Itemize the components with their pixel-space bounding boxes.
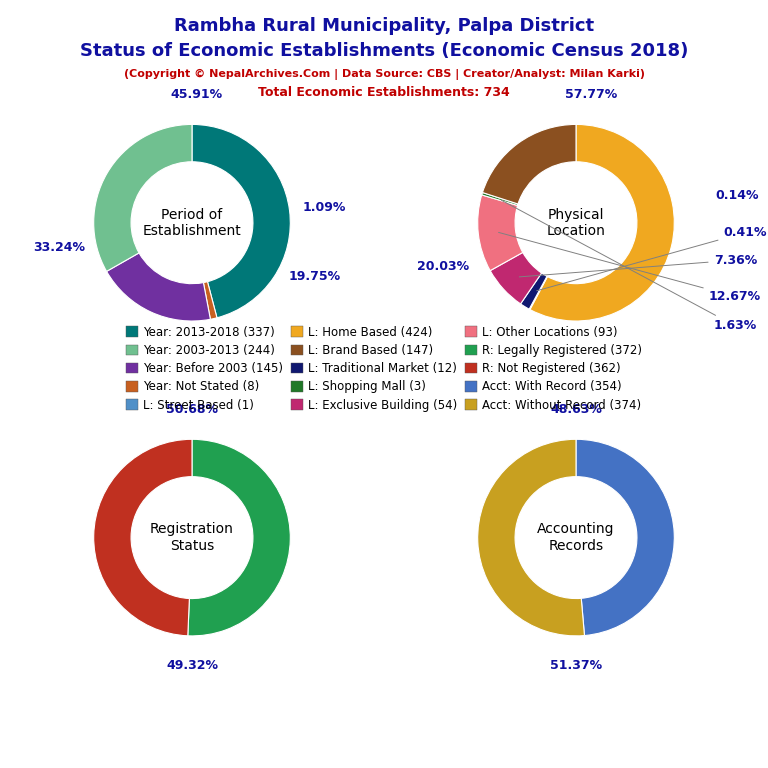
Text: 1.09%: 1.09% <box>303 201 346 214</box>
Text: 57.77%: 57.77% <box>564 88 617 101</box>
Wedge shape <box>188 439 290 636</box>
Wedge shape <box>482 193 518 206</box>
Text: 1.63%: 1.63% <box>502 200 757 333</box>
Text: 50.68%: 50.68% <box>166 403 218 416</box>
Wedge shape <box>529 276 548 310</box>
Text: 49.32%: 49.32% <box>166 659 218 672</box>
Wedge shape <box>192 124 290 318</box>
Text: Rambha Rural Municipality, Palpa District: Rambha Rural Municipality, Palpa Distric… <box>174 17 594 35</box>
Text: Registration
Status: Registration Status <box>150 522 234 553</box>
Wedge shape <box>478 439 584 636</box>
Text: 51.37%: 51.37% <box>550 659 602 672</box>
Text: 48.63%: 48.63% <box>550 403 602 416</box>
Text: 45.91%: 45.91% <box>170 88 223 101</box>
Wedge shape <box>94 124 192 271</box>
Text: Status of Economic Establishments (Economic Census 2018): Status of Economic Establishments (Econo… <box>80 42 688 60</box>
Text: 19.75%: 19.75% <box>289 270 341 283</box>
Wedge shape <box>478 195 523 270</box>
Text: Period of
Establishment: Period of Establishment <box>143 207 241 238</box>
Wedge shape <box>576 439 674 636</box>
Text: 12.67%: 12.67% <box>498 233 761 303</box>
Text: 7.36%: 7.36% <box>519 253 757 277</box>
Text: (Copyright © NepalArchives.Com | Data Source: CBS | Creator/Analyst: Milan Karki: (Copyright © NepalArchives.Com | Data So… <box>124 69 644 80</box>
Text: 0.41%: 0.41% <box>537 226 767 291</box>
Wedge shape <box>107 253 210 321</box>
Text: Total Economic Establishments: 734: Total Economic Establishments: 734 <box>258 86 510 99</box>
Wedge shape <box>530 124 674 321</box>
Wedge shape <box>94 439 192 636</box>
Wedge shape <box>521 273 547 310</box>
Text: 20.03%: 20.03% <box>417 260 469 273</box>
Wedge shape <box>482 124 576 204</box>
Text: Physical
Location: Physical Location <box>547 207 605 238</box>
Wedge shape <box>490 253 541 304</box>
Text: Accounting
Records: Accounting Records <box>538 522 614 553</box>
Text: 0.14%: 0.14% <box>716 189 759 202</box>
Wedge shape <box>204 282 217 319</box>
Text: 33.24%: 33.24% <box>33 241 85 253</box>
Legend: Year: 2013-2018 (337), Year: 2003-2013 (244), Year: Before 2003 (145), Year: Not: Year: 2013-2018 (337), Year: 2003-2013 (… <box>126 326 642 412</box>
